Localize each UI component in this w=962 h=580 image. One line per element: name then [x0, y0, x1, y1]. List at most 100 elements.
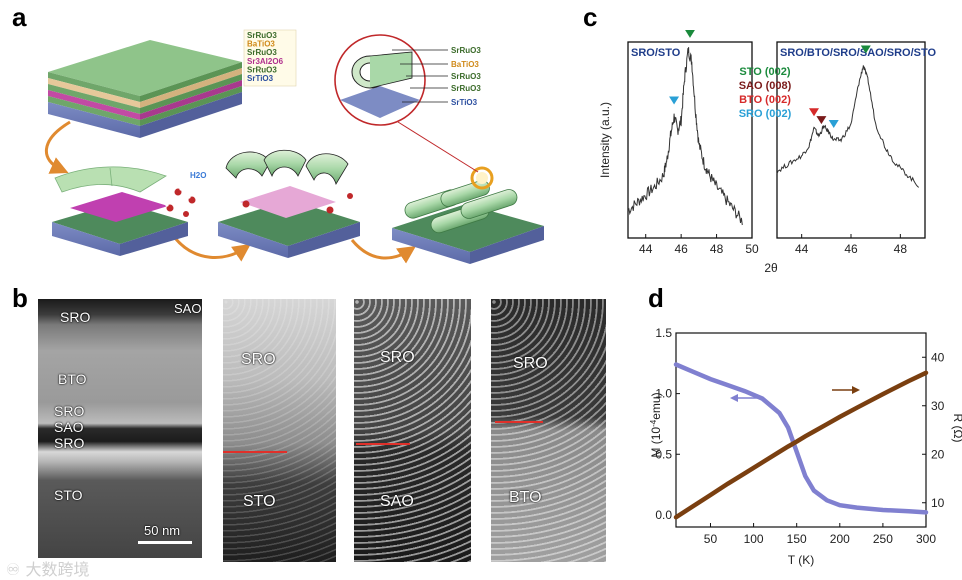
- tem1-label-sto: STO: [54, 487, 83, 503]
- panel-label-d: d: [648, 283, 664, 313]
- xrd-y-axis-label: Intensity (a.u.): [598, 102, 612, 178]
- xrd-peak-marker: [828, 120, 839, 128]
- interface-line: [495, 421, 543, 423]
- xrd-left-frame: [627, 41, 753, 239]
- mt-y2-tick-label: 10: [931, 496, 945, 510]
- tem1-label-bto: BTO: [58, 371, 87, 387]
- xrd-right-title: SRO/BTO/SRO/SAO/SRO/STO: [780, 47, 937, 59]
- xrd-peak-marker: [816, 116, 827, 125]
- xrd-right-series-line: [776, 64, 920, 188]
- interface-line: [223, 451, 287, 453]
- watermark: ♾ 大数跨境: [6, 556, 89, 580]
- mt-x-axis-label: T (K): [788, 553, 814, 567]
- xrd-tick-label: 50: [745, 242, 759, 256]
- stack-legend-item: SrRuO3: [247, 65, 277, 74]
- mt-y2-tick-label: 20: [931, 447, 945, 461]
- tem2-label-top: SRO: [241, 351, 276, 368]
- watermark-logo-icon: ♾: [6, 560, 21, 579]
- etching-step: [52, 166, 188, 256]
- mt-y2-tick-label: 30: [931, 399, 945, 413]
- inset-legend-item: SrTiO3: [451, 98, 478, 107]
- mt-y-axis-label: M (10-4emu): [649, 392, 663, 457]
- xrd-peak-marker: [669, 96, 680, 105]
- xrd-tick-label: 48: [894, 242, 908, 256]
- mt-x-tick-label: 250: [873, 532, 893, 546]
- tem-image-sro-bto: SRO BTO: [491, 299, 606, 562]
- watermark-text: 大数跨境: [25, 560, 90, 579]
- stack-legend-item: Sr3Al2O6: [247, 57, 284, 66]
- mt-frame: [675, 332, 927, 528]
- xrd-peak-marker: [860, 45, 871, 54]
- inset-legend: SrRuO3 BaTiO3 SrRuO3 SrRuO3 SrTiO3: [392, 46, 481, 107]
- xrd-tick-label: 48: [710, 242, 724, 256]
- xrd-left-title: SRO/STO: [631, 47, 681, 59]
- multilayer-stack: [48, 40, 242, 138]
- inset-legend-item: BaTiO3: [451, 60, 479, 69]
- panel-label-b: b: [12, 283, 28, 313]
- stack-legend-box: [243, 29, 297, 87]
- water-molecules: [165, 187, 198, 217]
- xrd-tick-label: 44: [639, 242, 653, 256]
- tem4-label-bottom: BTO: [509, 489, 542, 506]
- xrd-tick-label: 46: [674, 242, 688, 256]
- xrd-peak-markers: [669, 30, 871, 128]
- mt-y2-axis-label: R (Ω): [951, 414, 962, 443]
- xrd-right-ticks: 44 46 48: [795, 234, 907, 256]
- tem1-label-sao-mid: SAO: [54, 419, 84, 435]
- process-arrow-3: [350, 239, 416, 264]
- mt-y2-tick-label: 40: [931, 350, 945, 364]
- xrd-x-axis-label: 2θ: [764, 261, 778, 275]
- mt-y-tick-label: 0.0: [655, 508, 672, 522]
- rolling-step: [218, 149, 360, 258]
- tem-image-sro-sao: SRO SAO: [354, 299, 471, 562]
- xrd-tick-label: 46: [844, 242, 858, 256]
- xrd-legend-item: BTO (002): [739, 94, 791, 106]
- xrd-peak-marker: [685, 30, 695, 38]
- mt-ticks: 50 100 150 200 250 300 0.0 0.5 1.0 1.5 10 20 30 40: [655, 326, 944, 546]
- magnetization-resistance-chart: M (10-4emu) R (Ω) 50 100 150 200 250 300 0.0 0.…: [649, 326, 962, 567]
- mt-x-tick-label: 200: [830, 532, 850, 546]
- xrd-chart: Intensity (a.u.) SRO/STO SRO/BTO/SRO/SAO…: [598, 30, 937, 275]
- scale-bar-label: 50 nm: [144, 523, 181, 538]
- mt-y-tick-label: 0.5: [655, 447, 672, 461]
- inset-legend-item: SrRuO3: [451, 46, 481, 55]
- stack-legend-item: SrRuO3: [247, 48, 277, 57]
- xrd-peak-legend: STO (002) SAO (008) BTO (002) SRO (002): [739, 66, 792, 120]
- xrd-left-ticks: 44 46 48 50: [639, 234, 759, 256]
- rolled-tubes-step: [392, 166, 544, 264]
- mt-x-tick-label: 300: [916, 532, 936, 546]
- mt-x-tick-label: 150: [787, 532, 807, 546]
- scale-bar: [138, 541, 192, 544]
- mt-x-tick-label: 100: [744, 532, 764, 546]
- water-label: H2O: [190, 171, 206, 180]
- xrd-legend-item: SRO (002): [739, 108, 792, 120]
- xrd-peak-marker: [809, 108, 819, 117]
- tem4-label-top: SRO: [513, 355, 548, 372]
- panel-label-a: a: [12, 2, 27, 32]
- tem1-label-sro-top: SRO: [60, 309, 91, 325]
- tem1-label-sro-mid: SRO: [54, 403, 85, 419]
- series-axis-arrows: [730, 386, 860, 402]
- stack-legend-item: BaTiO3: [247, 40, 275, 49]
- stack-legend-item: SrRuO3: [247, 31, 277, 40]
- xrd-legend-item: STO (002): [739, 66, 790, 78]
- mt-series-r: [673, 370, 929, 520]
- xrd-legend-item: SAO (008): [739, 80, 792, 92]
- tem-image-sro-sto: SRO STO: [223, 299, 336, 562]
- xrd-left-series-line: [627, 47, 743, 226]
- process-arrow-1: [44, 120, 71, 174]
- inset-legend-item: SrRuO3: [451, 84, 481, 93]
- process-arrow-2: [173, 237, 251, 262]
- tem3-label-bottom: SAO: [380, 493, 414, 510]
- tem3-label-top: SRO: [380, 349, 415, 366]
- tem1-label-sao-top: SAO: [174, 301, 202, 316]
- mt-x-tick-label: 50: [704, 532, 718, 546]
- tem1-label-sro-low: SRO: [54, 435, 85, 451]
- tem2-label-bottom: STO: [243, 493, 276, 510]
- panel-label-c: c: [583, 2, 598, 32]
- stack-legend-item: SrTiO3: [247, 74, 274, 83]
- interface-line: [356, 443, 410, 445]
- xrd-tick-label: 44: [795, 242, 809, 256]
